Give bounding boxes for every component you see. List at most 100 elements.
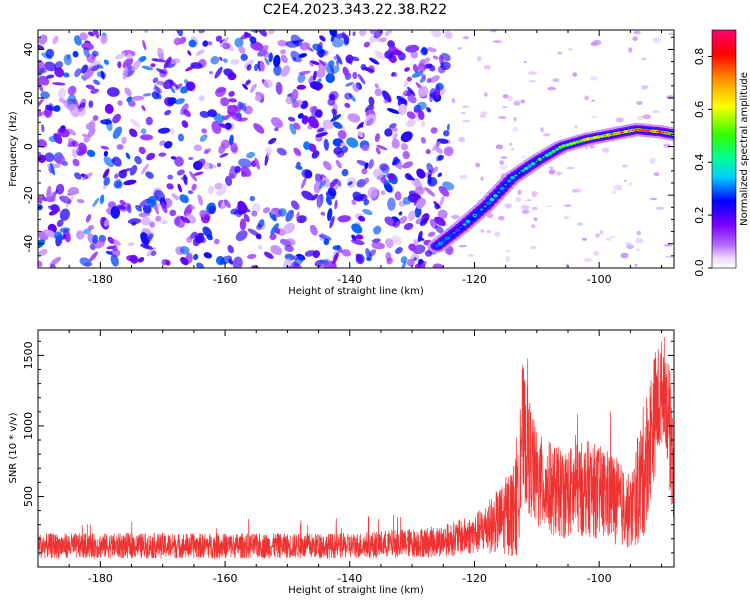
noise-blob <box>225 175 233 187</box>
spectrogram-y-ticks: -40 -20 0 20 40 <box>22 36 674 269</box>
faint-blob <box>499 160 504 164</box>
signal-mark <box>634 128 638 131</box>
noise-blob <box>92 30 100 39</box>
noise-blob <box>319 35 326 42</box>
signal-mark <box>562 145 566 147</box>
noise-blob <box>103 156 114 168</box>
noise-blob <box>106 87 120 97</box>
noise-blob <box>301 169 313 179</box>
noise-blob <box>309 224 318 236</box>
noise-blob <box>416 101 427 111</box>
signal-mark <box>627 130 631 132</box>
noise-blob <box>55 155 66 165</box>
noise-blob <box>373 168 384 180</box>
faint-blob <box>641 57 647 61</box>
noise-blob <box>141 105 146 112</box>
signal-mark <box>466 220 470 223</box>
noise-blob <box>381 90 392 103</box>
noise-blob <box>229 165 238 179</box>
noise-blob <box>344 102 351 108</box>
faint-blob <box>663 243 673 247</box>
signal-mark <box>439 242 442 245</box>
snr-background <box>38 330 674 567</box>
noise-blob <box>146 233 153 243</box>
noise-blob <box>246 253 257 260</box>
noise-blob <box>351 56 360 62</box>
faint-blob <box>621 164 628 168</box>
noise-blob <box>368 96 375 106</box>
noise-blob <box>374 133 380 143</box>
noise-blob <box>150 250 157 257</box>
signal-mark <box>607 134 610 136</box>
noise-blob <box>54 231 63 241</box>
noise-blob <box>440 61 451 71</box>
faint-blob <box>591 99 596 102</box>
noise-blob <box>398 211 403 216</box>
faint-blob <box>460 111 466 115</box>
noise-blob <box>57 88 66 99</box>
noise-blob <box>432 263 444 268</box>
noise-blob <box>85 214 92 223</box>
noise-blob <box>199 134 208 142</box>
noise-blob <box>49 256 62 266</box>
noise-blob <box>67 187 79 196</box>
noise-blob <box>336 54 343 65</box>
signal-mark <box>442 240 446 242</box>
noise-blob <box>96 64 104 69</box>
noise-blob <box>352 31 356 36</box>
noise-blob <box>270 244 283 256</box>
noise-blob <box>392 156 398 166</box>
noise-blob <box>264 57 270 66</box>
noise-blob <box>242 83 248 90</box>
noise-blob <box>386 173 396 181</box>
noise-blob <box>110 206 121 219</box>
faint-blob <box>507 95 513 102</box>
colorbar <box>711 29 737 269</box>
signal-mark <box>518 172 521 174</box>
signal-mark <box>583 139 586 141</box>
noise-blob <box>388 45 396 53</box>
noise-blob <box>437 172 443 178</box>
faint-blob <box>636 101 643 105</box>
noise-blob <box>237 200 248 214</box>
faint-blob <box>642 114 651 120</box>
noise-blob <box>123 179 137 186</box>
noise-blob <box>140 243 154 250</box>
noise-blob <box>297 113 304 119</box>
noise-blob <box>280 65 291 77</box>
noise-blob <box>187 50 192 56</box>
signal-mark <box>545 154 548 157</box>
noise-blob <box>140 134 153 141</box>
snr-x-tick-label: -180 <box>88 572 113 585</box>
faint-blob <box>548 169 556 175</box>
noise-blob <box>180 103 189 115</box>
noise-blob <box>201 128 208 134</box>
noise-blob <box>75 230 85 240</box>
noise-blob <box>118 168 132 174</box>
noise-blob <box>193 253 199 261</box>
signal-mark <box>456 229 459 231</box>
noise-blob <box>194 236 204 244</box>
noise-blob <box>280 54 288 64</box>
noise-blob <box>215 35 223 42</box>
noise-blob <box>383 98 389 104</box>
noise-blob <box>351 239 365 246</box>
noise-blob <box>429 75 440 83</box>
noise-blob <box>170 128 175 135</box>
faint-blob <box>521 209 530 214</box>
noise-blob <box>156 80 165 86</box>
signal-mark <box>542 156 545 159</box>
faint-blob <box>624 242 632 245</box>
noise-blob <box>203 252 212 259</box>
noise-blob <box>297 73 306 83</box>
noise-blob <box>38 139 48 148</box>
spectrogram-x-tick-label: -120 <box>462 273 487 286</box>
spectrogram-x-axis-label: Height of straight line (km) <box>288 286 424 297</box>
noise-blob <box>341 31 349 45</box>
noise-blob <box>191 183 197 191</box>
noise-blob <box>434 225 444 234</box>
noise-blob <box>163 79 174 90</box>
noise-blob <box>142 205 152 214</box>
noise-blob <box>347 113 361 123</box>
faint-blob <box>636 230 642 236</box>
